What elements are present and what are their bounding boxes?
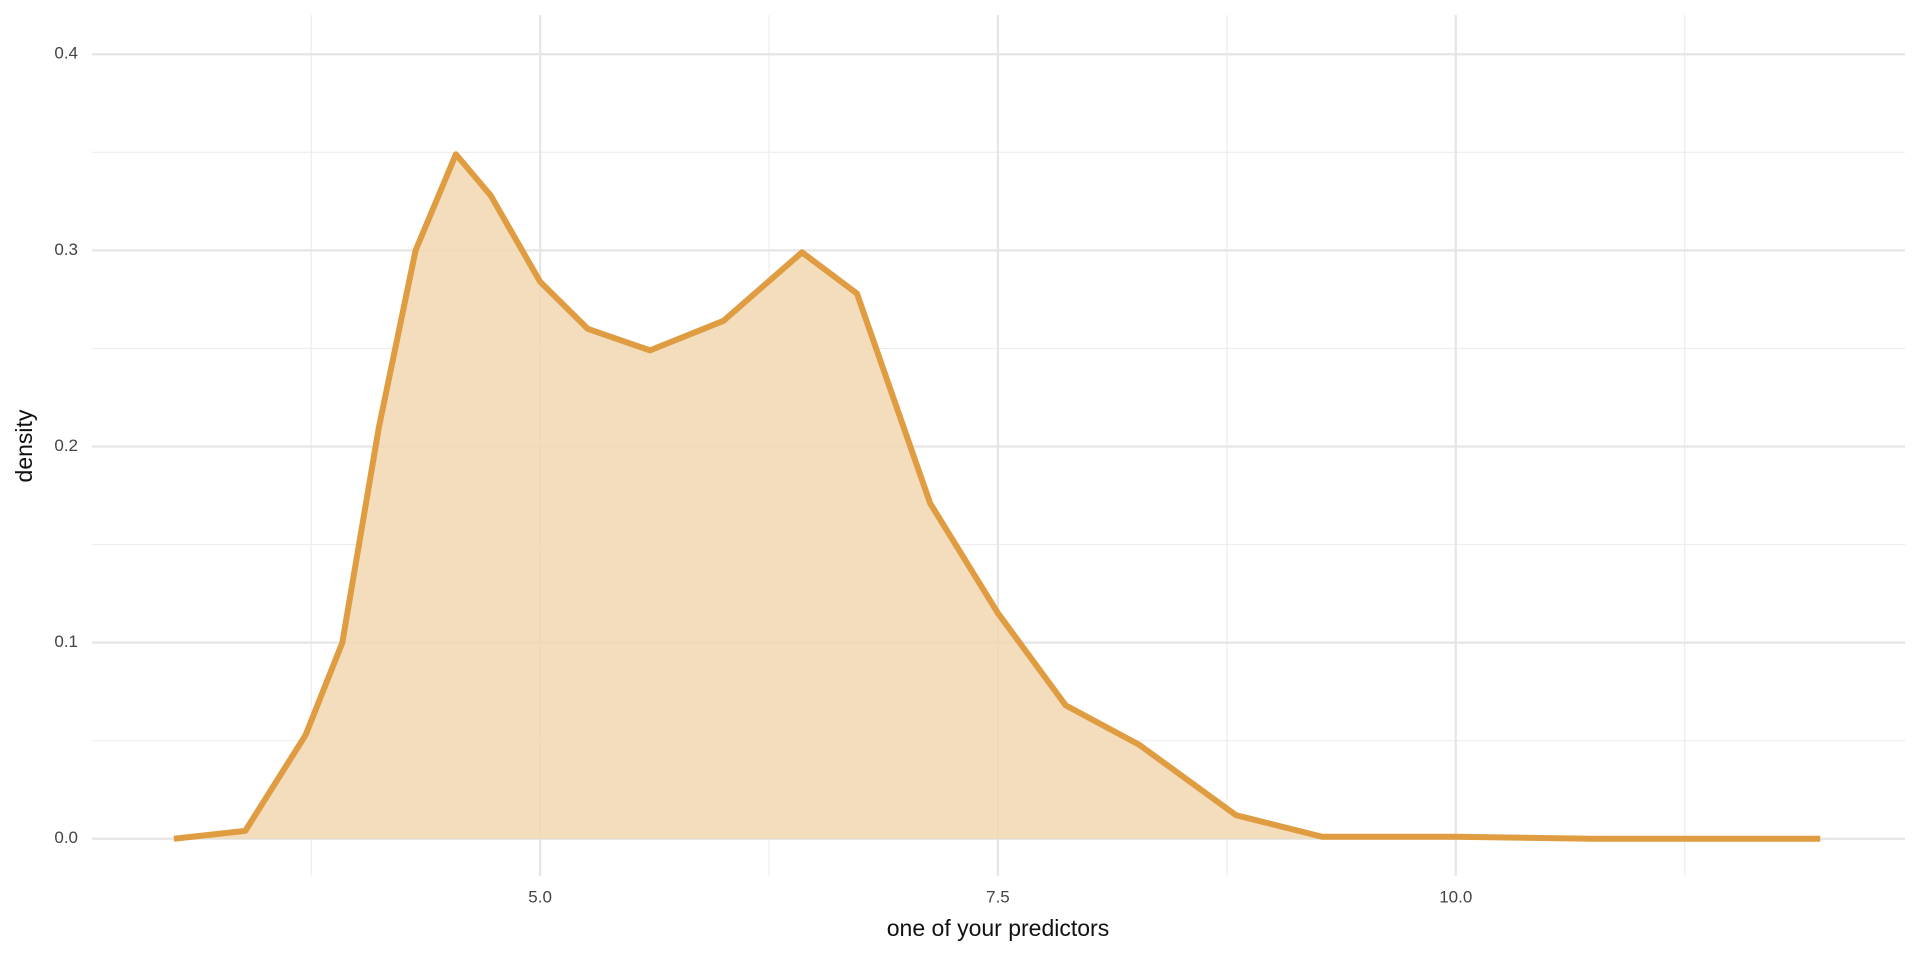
y-tick-label: 0.1 [54,632,78,651]
density-line [173,151,1821,842]
x-tick-label: 5.0 [528,887,552,906]
y-tick-label: 0.2 [54,436,78,455]
y-tick-label: 0.0 [54,828,78,847]
y-axis-title: density [11,409,37,482]
x-axis-title: one of your predictors [887,915,1109,941]
x-tick-label: 10.0 [1439,887,1472,906]
y-tick-label: 0.4 [54,44,78,63]
x-tick-label: 7.5 [986,887,1010,906]
y-tick-label: 0.3 [54,240,78,259]
density-area [173,154,1821,839]
